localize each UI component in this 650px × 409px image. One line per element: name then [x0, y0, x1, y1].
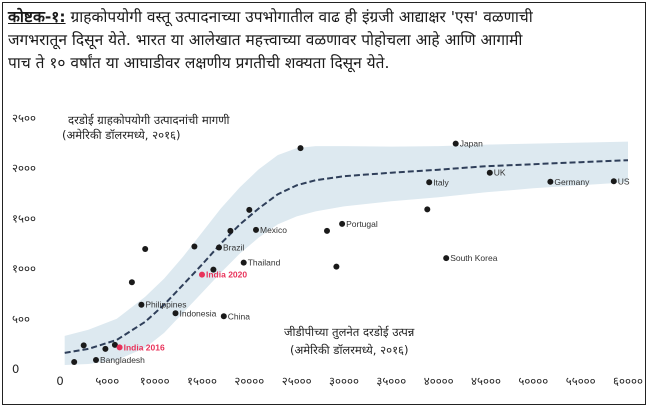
x-tick-label: ३५००० [376, 374, 406, 388]
data-point [116, 344, 123, 351]
figure-frame [2, 2, 646, 405]
point-label: US [618, 176, 630, 186]
ticks-layer: 0 ५००० १०००० १५००० २०००० २५००० ३०००० ३५००० ४००००… [12, 111, 643, 388]
data-point [424, 206, 431, 213]
point-label: Japan [460, 139, 483, 149]
data-point [339, 220, 346, 227]
point-label: India 2020 [206, 270, 247, 280]
caption-label: कोष्टक-१: [8, 8, 66, 26]
x-axis-title-line-1: जीडीपीच्या तुलनेत दरडोई उत्पन्न [284, 325, 415, 340]
trend-line [64, 159, 629, 354]
caption-line-1: कोष्टक-१: ग्राहकोपयोगी वस्तू उत्पादनाच्य… [8, 6, 644, 29]
point-label: Germany [554, 177, 590, 187]
data-point [93, 357, 99, 363]
y-tick-label: २५०० [12, 111, 36, 125]
data-point [216, 244, 222, 251]
x-tick-label: ३०००० [329, 374, 359, 388]
y-tick-label: २००० [12, 161, 36, 175]
data-point [452, 140, 459, 147]
point-label: India 2016 [124, 342, 165, 352]
data-point [246, 206, 253, 213]
data-point [297, 145, 304, 152]
data-point [253, 226, 259, 233]
caption-text-1: ग्राहकोपयोगी वस्तू उत्पादनाच्या उपभोगाती… [70, 8, 533, 26]
x-tick-label: ५०००० [518, 374, 548, 388]
y-tick-label: १५०० [12, 211, 36, 225]
y-tick-label: 0 [12, 362, 19, 376]
data-point [111, 341, 118, 348]
point-label: South Korea [450, 253, 498, 263]
data-point [240, 259, 247, 266]
point-label: Bangladesh [100, 355, 145, 365]
x-tick-label: ६०००० [613, 374, 643, 388]
y-axis-title-line-1: दरडोई ग्राहकोपयोगी उत्पादनांची मागणी [68, 113, 231, 127]
x-tick-label: ५००० [95, 374, 119, 388]
y-tick-label: ५०० [12, 312, 30, 326]
data-point [191, 243, 198, 250]
point-label: Brazil [223, 243, 244, 253]
point-label: Thailand [248, 258, 281, 268]
data-point [333, 263, 340, 270]
confidence-band [64, 141, 628, 365]
data-point [138, 301, 145, 308]
x-tick-label: ४०००० [424, 374, 454, 388]
caption: कोष्टक-१: ग्राहकोपयोगी वस्तू उत्पादनाच्य… [8, 6, 644, 75]
x-tick-label: २५००० [282, 374, 312, 388]
x-tick-label: २०००० [234, 374, 264, 388]
data-point [210, 266, 217, 273]
x-tick-label: १५००० [187, 374, 217, 388]
confidence-band-layer [64, 141, 628, 365]
data-point [486, 169, 493, 176]
caption-line-2: जगभरातून दिसून येते. भारत या आलेखात महत्… [8, 31, 523, 49]
data-point [142, 246, 149, 252]
point-label: Mexico [260, 225, 287, 235]
point-label: Portugal [346, 219, 378, 229]
data-point [220, 313, 227, 320]
y-axis-title-line-2: (अमेरिकी डॉलरमध्ये, २०१६) [62, 128, 181, 142]
point-label: UK [494, 168, 506, 178]
y-tick-label: १००० [12, 262, 36, 276]
x-tick-label: 0 [56, 374, 63, 388]
point-label: Italy [433, 177, 449, 187]
caption-line-3: पाच ते १० वर्षांत या आघाडीवर लक्षणीय प्र… [8, 54, 390, 72]
data-point [80, 342, 87, 349]
x-axis-title-line-2: (अमेरिकी डॉलरमध्ये, २०१६) [290, 343, 409, 357]
data-point [71, 359, 78, 365]
data-point [324, 227, 330, 234]
data-point [610, 178, 617, 185]
data-point [227, 227, 234, 234]
x-tick-label: ४५००० [471, 374, 501, 388]
data-point [443, 255, 450, 262]
x-tick-label: १०००० [140, 374, 170, 388]
x-tick-label: ५५००० [566, 374, 596, 388]
data-point [128, 279, 135, 286]
trend-line-layer [64, 159, 629, 354]
points-layer: Bangladesh India 2016 PhilippinesIndonesia… [71, 139, 630, 365]
point-label: Indonesia [180, 308, 217, 318]
data-point [426, 179, 433, 186]
data-point [172, 310, 179, 317]
point-label: China [228, 311, 250, 321]
data-point [199, 271, 205, 278]
data-point [102, 345, 109, 352]
data-point [547, 178, 554, 185]
point-label: Philippines [145, 300, 186, 310]
